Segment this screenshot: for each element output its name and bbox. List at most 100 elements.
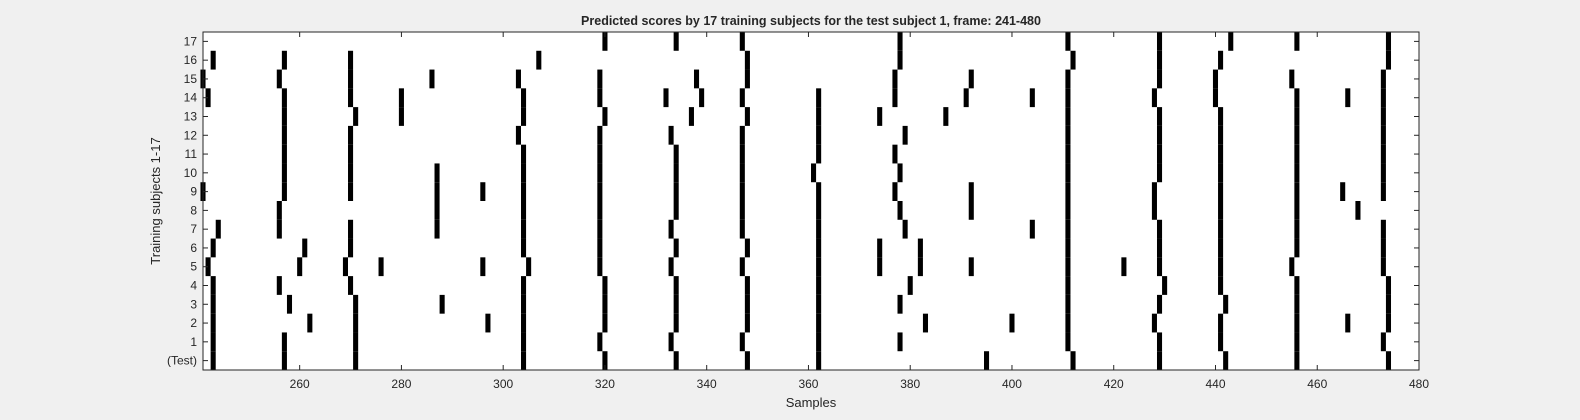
heatmap-cell — [739, 182, 745, 201]
heatmap-cell — [739, 32, 745, 51]
heatmap-cell — [597, 69, 603, 89]
heatmap-cell — [378, 257, 384, 277]
heatmap-cell — [602, 276, 608, 295]
heatmap-cell — [210, 313, 216, 333]
y-tick-label: 2 — [190, 316, 197, 330]
heatmap-cell — [1385, 276, 1392, 295]
heatmap-cell — [673, 313, 679, 333]
heatmap-cell — [597, 219, 603, 239]
heatmap-cell — [816, 351, 822, 370]
heatmap-cell — [902, 219, 908, 239]
heatmap-cell — [1380, 219, 1386, 239]
heatmap-cell — [673, 294, 679, 314]
heatmap-cell — [877, 257, 883, 277]
y-tick-label: 14 — [184, 91, 198, 105]
heatmap-cell — [281, 144, 287, 164]
heatmap-cell — [1156, 219, 1163, 239]
heatmap-cell — [816, 182, 822, 201]
heatmap-cell — [1218, 50, 1224, 70]
heatmap-cell — [816, 238, 822, 258]
heatmap-cell — [1218, 219, 1224, 239]
y-tick-label: 16 — [184, 53, 198, 67]
heatmap-cell — [348, 163, 354, 183]
heatmap-cell — [1385, 50, 1392, 70]
heatmap-cell — [744, 313, 750, 333]
heatmap-cell — [897, 50, 903, 70]
heatmap-cell — [1065, 276, 1071, 295]
heatmap-cell — [1294, 276, 1300, 295]
heatmap-cell — [434, 163, 440, 183]
heatmap-cell — [744, 276, 750, 295]
heatmap-cell — [281, 88, 287, 108]
heatmap-cell — [897, 201, 903, 220]
heatmap-cell — [897, 294, 903, 314]
heatmap-cell — [739, 201, 745, 220]
heatmap-cell — [597, 238, 603, 258]
heatmap-cell — [281, 125, 287, 145]
heatmap-cell — [597, 125, 603, 145]
heatmap-cell — [348, 69, 354, 89]
heatmap-cell — [526, 257, 532, 277]
heatmap-cell — [597, 201, 603, 220]
heatmap-cell — [1380, 107, 1386, 126]
heatmap-cell — [1151, 201, 1157, 220]
heatmap-cell — [1065, 313, 1071, 333]
x-tick-label: 360 — [798, 377, 818, 391]
heatmap-cell — [877, 107, 883, 126]
heatmap-cell — [281, 163, 287, 183]
x-tick-label: 280 — [391, 377, 411, 391]
heatmap-cell — [1294, 182, 1300, 201]
heatmap-cell — [281, 182, 287, 201]
heatmap-cell — [816, 144, 822, 164]
heatmap-cell — [1289, 257, 1295, 277]
heatmap-cell — [1380, 257, 1386, 277]
heatmap-cell — [1218, 107, 1224, 126]
heatmap-cell — [673, 276, 679, 295]
heatmap-cell — [1070, 351, 1076, 370]
heatmap-cell — [739, 163, 745, 183]
heatmap-cell — [1065, 69, 1071, 89]
y-tick-label: 3 — [190, 297, 197, 311]
heatmap-cell — [907, 276, 913, 295]
heatmap-cell — [521, 351, 527, 370]
heatmap-cell — [1065, 107, 1071, 126]
heatmap-cell — [1294, 144, 1300, 164]
heatmap-cell — [353, 294, 359, 314]
heatmap-cell — [1218, 125, 1224, 145]
heatmap-marks — [200, 32, 1392, 370]
heatmap-cell — [521, 276, 527, 295]
heatmap-cell — [398, 107, 404, 126]
heatmap-cell — [276, 201, 282, 220]
y-tick-label: 10 — [184, 166, 198, 180]
heatmap-cell — [1218, 276, 1224, 295]
y-tick-label: 12 — [184, 128, 198, 142]
heatmap-cell — [1065, 32, 1071, 51]
heatmap-cell — [1218, 313, 1224, 333]
heatmap-cell — [398, 88, 404, 108]
heatmap-cell — [1009, 313, 1015, 333]
heatmap-cell — [1156, 69, 1163, 89]
heatmap-cell — [521, 313, 527, 333]
heatmap-cell — [286, 294, 293, 314]
heatmap-cell — [673, 351, 679, 370]
heatmap-cell — [281, 332, 287, 352]
heatmap-cell — [434, 201, 440, 220]
heatmap-cell — [739, 219, 745, 239]
y-tick-label: 6 — [190, 241, 197, 255]
heatmap-cell — [1380, 125, 1386, 145]
heatmap-cell — [1223, 351, 1229, 370]
heatmap-cell — [1218, 163, 1224, 183]
heatmap-cell — [968, 201, 974, 220]
heatmap-cell — [744, 294, 750, 314]
x-tick-label: 420 — [1104, 377, 1124, 391]
heatmap-cell — [597, 257, 603, 277]
heatmap-cell — [897, 332, 903, 352]
heatmap-cell — [348, 219, 354, 239]
heatmap-cell — [1385, 294, 1392, 314]
heatmap-cell — [1294, 313, 1300, 333]
heatmap-cell — [1294, 351, 1300, 370]
heatmap-cell — [744, 50, 750, 70]
heatmap-cell — [434, 182, 440, 201]
heatmap-cell — [1294, 163, 1300, 183]
